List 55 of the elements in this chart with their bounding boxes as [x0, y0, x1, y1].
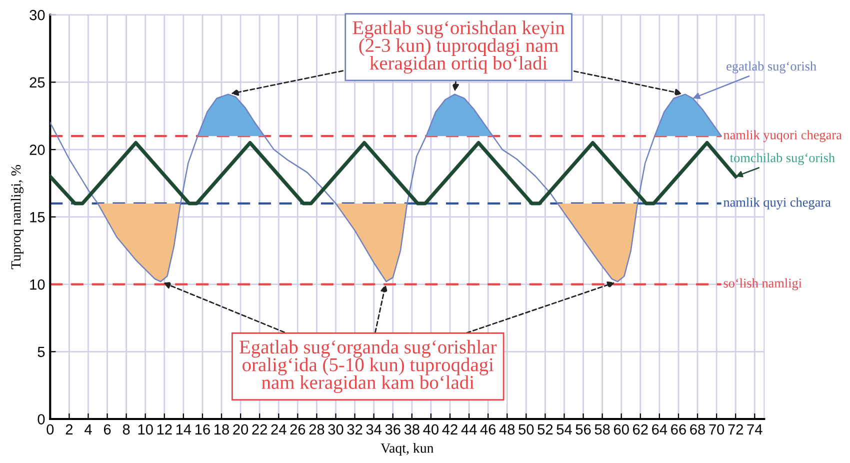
x-tick-label: 74: [747, 424, 762, 434]
x-tick-label: 2: [66, 424, 73, 434]
x-tick-label: 60: [614, 424, 629, 435]
x-axis-title: Vaqt, kun: [380, 443, 434, 456]
y-tick-label: 20: [30, 144, 45, 155]
annotation: Egatlab sug‘organda sug‘orishlar oralig‘ida (5-10 kun) tuproqdagi nam keragidan kam bo‘ladi: [240, 340, 497, 393]
x-tick-label: 28: [309, 424, 324, 435]
x-tick-label: 68: [690, 424, 705, 435]
x-tick-label: 20: [233, 424, 248, 435]
y-tick-label: 5: [38, 346, 45, 358]
x-tick-label: 6: [104, 424, 111, 435]
y-tick-label: 0: [38, 414, 45, 424]
x-tick-label: 56: [576, 424, 591, 435]
y-tick-label: 10: [30, 279, 45, 290]
ref-line-label: namlik quyi chegara: [724, 197, 831, 210]
x-tick-label: 52: [538, 424, 553, 435]
x-tick-label: 14: [176, 424, 192, 434]
x-tick-label: 58: [594, 424, 610, 435]
x-tick-label: 36: [385, 424, 400, 435]
ref-line-label: namlik yuqori chegara: [724, 130, 842, 142]
x-tick-label: 24: [271, 424, 286, 434]
x-tick-label: 70: [709, 424, 724, 435]
x-tick-label: 62: [633, 424, 648, 435]
y-axis-title: Tuproq namligi, %: [10, 164, 24, 270]
x-tick-label: 34: [366, 424, 382, 435]
x-tick-label: 54: [556, 424, 572, 435]
x-tick-label: 32: [347, 424, 362, 435]
x-tick-label: 72: [728, 424, 743, 434]
x-tick-label: 10: [138, 424, 153, 435]
x-tick-label: 22: [252, 424, 267, 434]
x-tick-label: 50: [518, 424, 534, 435]
ref-line-label: so‘lish namligi: [724, 278, 802, 290]
y-tick-label: 15: [30, 212, 45, 222]
x-tick-label: 40: [423, 424, 438, 435]
x-tick-label: 66: [671, 424, 686, 435]
x-tick-label: 4: [84, 424, 92, 434]
line-series: [50, 94, 722, 282]
x-tick-label: 0: [46, 424, 54, 435]
x-tick-label: 30: [328, 424, 344, 435]
x-tick-label: 42: [442, 424, 458, 434]
y-tick-label: 30: [30, 10, 45, 20]
series-label: tomchilab sug‘orish: [730, 152, 835, 165]
x-tick-label: 44: [461, 424, 477, 434]
x-tick-label: 46: [480, 424, 496, 435]
x-tick-label: 12: [157, 424, 172, 434]
x-tick-label: 64: [652, 424, 668, 435]
x-tick-label: 18: [214, 424, 229, 435]
x-tick-label: 26: [290, 424, 306, 435]
annotation: Egatlab sug‘orishdan keyin (2-3 kun) tuproqdagi nam keragidan ortiq bo‘ladi: [352, 20, 565, 74]
x-tick-label: 8: [122, 424, 130, 435]
text: egatlab sug‘orish: [726, 61, 816, 74]
y-tick-label: 25: [30, 77, 45, 88]
x-tick-label: 16: [195, 424, 210, 435]
x-tick-label: 48: [499, 424, 515, 435]
x-tick-label: 38: [404, 424, 420, 435]
